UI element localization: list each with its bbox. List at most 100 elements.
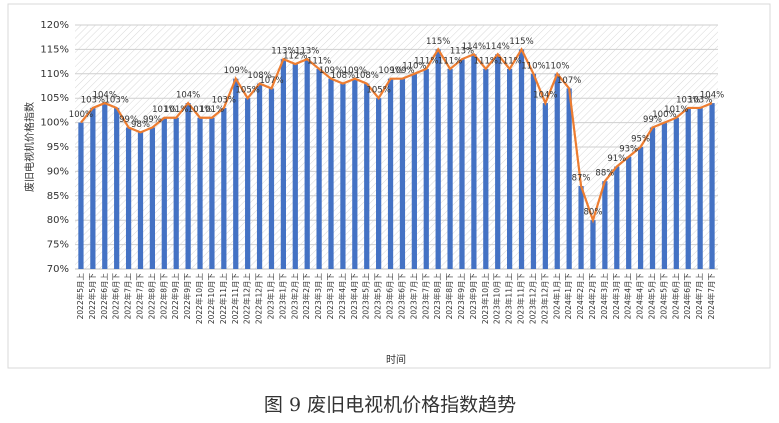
x-tick-label: 2022年12月上	[242, 273, 252, 325]
x-axis-label: 时间	[386, 353, 406, 366]
x-tick-label: 2023年3月上	[313, 273, 323, 320]
bar	[340, 83, 346, 269]
x-tick-label: 2024年1月上	[551, 273, 561, 320]
x-tick-label: 2024年2月下	[587, 273, 597, 320]
x-tick-label: 2022年12月下	[254, 273, 264, 325]
x-tick-label: 2023年6月下	[396, 273, 406, 320]
bar	[518, 49, 525, 270]
data-label: 113%	[271, 47, 295, 57]
x-tick-label: 2023年11月下	[516, 273, 526, 325]
bar	[507, 68, 513, 269]
x-tick-label: 2022年7月上	[123, 273, 133, 320]
y-tick-label: 80%	[47, 215, 69, 226]
x-tick-label: 2023年3月下	[325, 273, 335, 320]
bar	[185, 103, 191, 269]
bar	[328, 78, 334, 270]
data-label: 91%	[607, 154, 626, 164]
bar	[173, 117, 179, 269]
bar	[292, 64, 298, 269]
caption: 图 9 废旧电视机价格指数趋势	[264, 394, 516, 416]
bar	[304, 59, 310, 269]
x-tick-label: 2022年6月上	[99, 273, 109, 320]
y-tick-label: 75%	[47, 240, 69, 251]
data-label: 111%	[414, 56, 438, 66]
x-tick-label: 2022年10月上	[194, 273, 204, 325]
bar	[364, 83, 370, 269]
data-label: 111%	[438, 56, 462, 66]
bar	[114, 107, 120, 270]
bar	[245, 98, 251, 269]
x-tick-label: 2023年5月下	[373, 273, 383, 320]
bar	[554, 73, 560, 269]
bar	[447, 68, 453, 269]
bar	[376, 98, 382, 269]
x-tick-label: 2023年2月下	[301, 273, 311, 320]
x-tick-label: 2023年4月上	[337, 273, 347, 320]
x-tick-label: 2022年5月上	[75, 273, 85, 320]
data-label: 104%	[700, 91, 724, 101]
bar	[602, 181, 608, 269]
bar	[209, 117, 215, 269]
data-label: 104%	[93, 91, 117, 101]
bar	[566, 88, 572, 269]
x-tick-label: 2023年9月上	[456, 273, 466, 320]
y-tick-label: 85%	[47, 191, 69, 202]
x-tick-label: 2022年5月下	[87, 273, 97, 320]
bar	[197, 117, 203, 269]
bar	[471, 54, 477, 269]
data-label: 107%	[259, 76, 283, 86]
x-tick-label: 2022年10月下	[206, 273, 216, 325]
x-tick-label: 2022年11月上	[218, 273, 228, 325]
bar	[685, 107, 691, 270]
x-tick-label: 2023年10月下	[492, 273, 502, 325]
bar	[423, 68, 429, 269]
y-tick-label: 90%	[47, 166, 69, 177]
data-label: 111%	[307, 56, 331, 66]
bar	[578, 186, 584, 269]
bar	[137, 132, 144, 269]
x-tick-label: 2023年11月上	[504, 273, 514, 325]
data-label: 109%	[343, 66, 367, 76]
x-tick-label: 2024年4月下	[635, 273, 645, 320]
x-tick-label: 2022年9月下	[182, 273, 192, 320]
bar	[102, 103, 108, 269]
bar	[411, 73, 417, 269]
x-tick-label: 2022年9月上	[170, 273, 180, 320]
bar	[661, 122, 668, 269]
data-label: 93%	[619, 144, 638, 154]
x-tick-label: 2023年1月上	[265, 273, 275, 320]
y-tick-label: 105%	[40, 93, 69, 104]
data-label: 108%	[331, 71, 355, 81]
bar	[435, 49, 441, 270]
data-label: 110%	[521, 61, 545, 71]
data-label: 107%	[557, 76, 581, 86]
x-tick-label: 2024年3月上	[599, 273, 609, 320]
data-label: 101%	[664, 105, 688, 115]
x-tick-label: 2023年6月上	[385, 273, 395, 320]
x-tick-label: 2023年8月下	[444, 273, 454, 320]
data-label: 115%	[509, 37, 533, 47]
x-tick-label: 2023年9月下	[468, 273, 478, 320]
x-tick-label: 2024年7月下	[706, 273, 716, 320]
bar	[268, 88, 275, 269]
x-tick-label: 2024年2月上	[575, 273, 585, 320]
data-label: 101%	[188, 105, 212, 115]
bar	[90, 107, 96, 270]
bar	[495, 54, 501, 269]
data-label: 112%	[283, 52, 307, 62]
bar	[316, 68, 322, 269]
x-tick-label: 2024年6月上	[670, 273, 680, 320]
data-label: 103%	[105, 95, 129, 105]
x-tick-label: 2024年5月上	[647, 273, 657, 320]
data-label: 100%	[69, 110, 93, 120]
y-tick-label: 115%	[40, 44, 69, 55]
bar	[673, 117, 679, 269]
x-tick-label: 2023年8月上	[432, 273, 442, 320]
bar	[637, 147, 644, 269]
data-label: 104%	[176, 91, 200, 101]
data-label: 99%	[143, 115, 162, 125]
data-label: 105%	[236, 86, 260, 96]
x-tick-label: 2023年7月上	[408, 273, 418, 320]
x-tick-label: 2022年7月下	[134, 273, 144, 320]
